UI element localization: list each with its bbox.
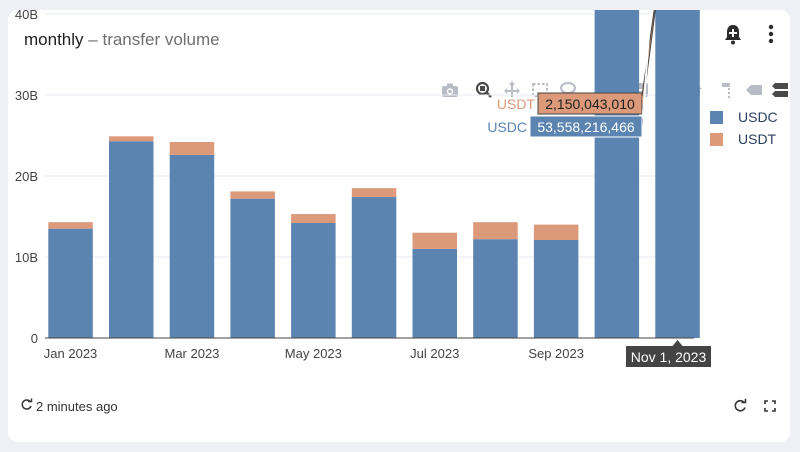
bar-usdt[interactable] xyxy=(291,214,336,223)
x-tick-label: Mar 2023 xyxy=(164,346,219,361)
refresh-button-icon[interactable] xyxy=(732,398,748,414)
y-tick-label: 10B xyxy=(15,250,38,265)
hover-x-pointer xyxy=(672,340,683,346)
hover-usdt-name: USDT xyxy=(497,96,536,112)
legend-item-usdc[interactable]: USDC xyxy=(710,106,778,128)
fullscreen-icon[interactable] xyxy=(762,398,778,414)
x-tick-label: Sep 2023 xyxy=(528,346,584,361)
refresh-time-text: 2 minutes ago xyxy=(36,398,118,414)
legend-swatch-usdt xyxy=(710,132,723,146)
hover-closest-icon[interactable] xyxy=(744,80,764,100)
bar-usdt[interactable] xyxy=(351,188,397,198)
bar-usdt[interactable] xyxy=(533,224,579,240)
refresh-icon xyxy=(20,398,33,414)
subtitle-text: transfer volume xyxy=(102,30,220,49)
bar-usdc[interactable] xyxy=(48,228,93,338)
chart-card: monthly – transfer volume xyxy=(8,10,790,442)
bar-usdc[interactable] xyxy=(412,248,458,338)
bar-usdc[interactable] xyxy=(109,141,154,338)
y-tick-label: 0 xyxy=(31,331,38,346)
bar-usdc[interactable] xyxy=(533,239,579,338)
legend-swatch-usdc xyxy=(710,110,723,124)
x-tick-label: Jan 2023 xyxy=(44,346,98,361)
y-tick-label: 30B xyxy=(15,88,38,103)
hover-x-box xyxy=(626,346,711,367)
bar-usdc[interactable] xyxy=(230,198,275,338)
add-alert-icon[interactable] xyxy=(722,22,744,46)
bar-usdc[interactable] xyxy=(169,154,215,338)
x-tick-label: Jul 2023 xyxy=(410,346,459,361)
hover-x-label: Nov 1, 2023 xyxy=(631,349,707,365)
more-vert-icon[interactable] xyxy=(760,22,782,46)
y-tick-label: 40B xyxy=(15,10,38,22)
title-separator: – xyxy=(88,30,98,49)
y-tick-label: 20B xyxy=(15,169,38,184)
bar-usdc[interactable] xyxy=(655,10,700,338)
bar-usdt[interactable] xyxy=(412,232,458,249)
bar-usdt[interactable] xyxy=(169,141,215,155)
hover-usdt-pointer xyxy=(641,10,656,112)
legend-item-usdt[interactable]: USDT xyxy=(710,128,778,150)
hover-usdc-name: USDC xyxy=(487,119,527,135)
chart-legend: USDC USDT xyxy=(710,106,778,150)
bar-usdc[interactable] xyxy=(594,10,640,339)
bar-usdt[interactable] xyxy=(473,222,518,240)
hover-usdc-pointer xyxy=(641,10,652,135)
x-tick-label: May 2023 xyxy=(285,346,342,361)
bar-usdc[interactable] xyxy=(291,222,336,338)
legend-label-usdc: USDC xyxy=(738,109,778,125)
refresh-status: 2 minutes ago xyxy=(20,398,118,414)
title-text: monthly xyxy=(24,30,84,49)
legend-label-usdt: USDT xyxy=(738,131,777,147)
camera-icon[interactable] xyxy=(440,80,460,100)
hover-usdc-value: 53,558,216,466 xyxy=(537,119,635,135)
bar-usdt[interactable] xyxy=(48,222,93,229)
hover-compare-icon[interactable] xyxy=(770,80,790,100)
bar-usdt[interactable] xyxy=(230,191,275,199)
bar-usdt[interactable] xyxy=(109,136,154,142)
card-title: monthly – transfer volume xyxy=(24,30,220,50)
hover-usdt-value: 2,150,043,010 xyxy=(545,96,635,112)
bar-usdc[interactable] xyxy=(351,197,397,338)
bar-usdc[interactable] xyxy=(473,239,518,338)
spike-lines-icon[interactable] xyxy=(718,80,738,100)
